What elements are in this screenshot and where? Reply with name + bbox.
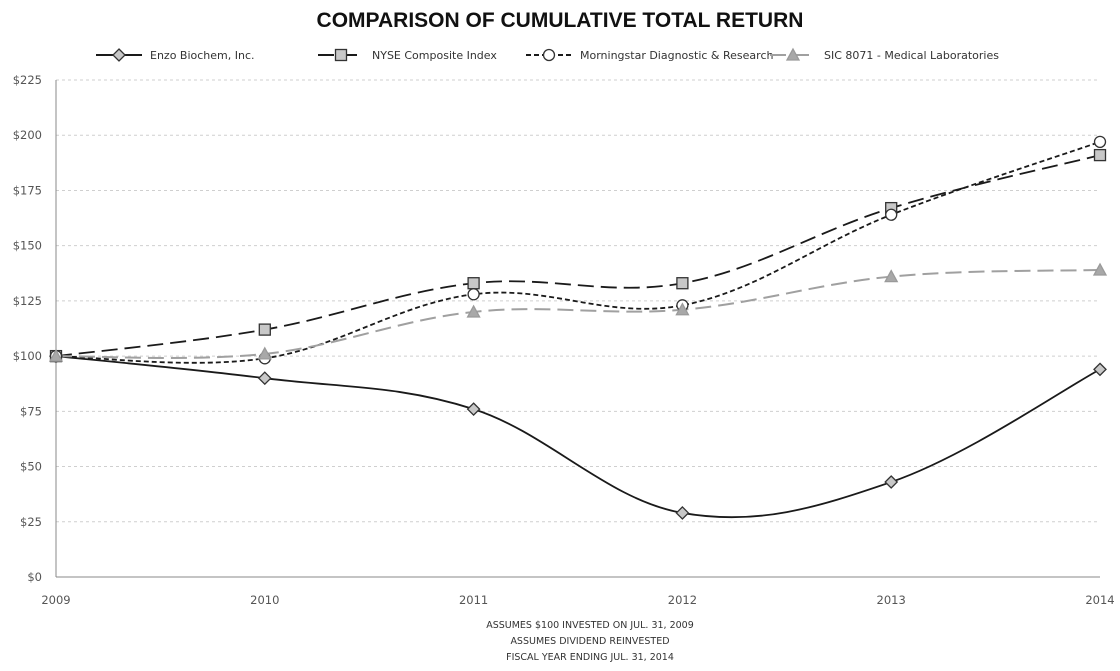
y-tick-label: $50 bbox=[20, 460, 42, 474]
data-point bbox=[675, 302, 690, 316]
x-tick-label: 2009 bbox=[41, 593, 70, 607]
footnote: ASSUMES $100 INVESTED ON JUL. 31, 2009 bbox=[486, 620, 694, 631]
data-point bbox=[257, 371, 272, 386]
data-point bbox=[467, 288, 480, 301]
data-point bbox=[258, 323, 271, 336]
data-point bbox=[675, 506, 690, 520]
y-tick-label: $100 bbox=[13, 349, 42, 363]
x-tick-label: 2010 bbox=[250, 593, 279, 607]
gridlines bbox=[56, 79, 1100, 523]
series-line bbox=[55, 355, 1101, 519]
chart-title: COMPARISON OF CUMULATIVE TOTAL RETURN bbox=[317, 9, 804, 32]
legend-marker bbox=[785, 47, 801, 61]
data-point bbox=[467, 277, 480, 290]
y-tick-label: $200 bbox=[13, 128, 42, 142]
footnotes: ASSUMES $100 INVESTED ON JUL. 31, 2009 AS… bbox=[486, 620, 694, 663]
legend-marker bbox=[112, 48, 126, 62]
y-tick-label: $25 bbox=[20, 515, 42, 529]
data-point bbox=[885, 208, 898, 221]
data-point bbox=[1093, 362, 1107, 377]
y-tick-label: $0 bbox=[27, 570, 42, 584]
legend-label: Enzo Biochem, Inc. bbox=[150, 49, 255, 62]
x-tick-label: 2014 bbox=[1085, 593, 1114, 607]
data-point bbox=[1093, 148, 1107, 162]
data-point bbox=[884, 269, 899, 283]
legend-label: NYSE Composite Index bbox=[372, 49, 497, 62]
x-axis-tick-labels: 2009 2010 2011 2012 2013 2014 bbox=[41, 593, 1114, 607]
legend-marker bbox=[334, 48, 348, 62]
series-lines bbox=[55, 140, 1101, 519]
data-point bbox=[257, 346, 272, 360]
series-line bbox=[55, 140, 1101, 364]
x-tick-label: 2011 bbox=[459, 593, 488, 607]
series-markers bbox=[48, 135, 1108, 520]
footnote: FISCAL YEAR ENDING JUL. 31, 2014 bbox=[506, 652, 674, 663]
legend-label: Morningstar Diagnostic & Research bbox=[580, 49, 773, 62]
data-point bbox=[1092, 262, 1108, 276]
legend-marker bbox=[542, 48, 556, 62]
y-tick-label: $225 bbox=[13, 73, 42, 87]
series-line bbox=[55, 268, 1101, 360]
data-point bbox=[884, 475, 899, 489]
data-point bbox=[1093, 135, 1107, 148]
x-tick-label: 2013 bbox=[877, 593, 906, 607]
footnote: ASSUMES DIVIDEND REINVESTED bbox=[510, 636, 669, 647]
data-point bbox=[466, 402, 481, 417]
series-line bbox=[55, 154, 1101, 358]
y-tick-label: $150 bbox=[13, 239, 42, 253]
data-point bbox=[48, 348, 64, 362]
y-tick-label: $125 bbox=[13, 294, 42, 308]
legend: Enzo Biochem, Inc. NYSE Composite Index Mo… bbox=[96, 47, 999, 62]
y-axis-tick-labels: $0 $25 $50 $75 $100 $125 $150 $175 $200 $225 bbox=[13, 73, 42, 584]
x-tick-label: 2012 bbox=[668, 593, 697, 607]
data-point bbox=[676, 277, 689, 290]
y-tick-label: $75 bbox=[20, 404, 42, 418]
y-tick-label: $175 bbox=[13, 183, 42, 197]
data-point bbox=[466, 304, 481, 318]
legend-label: SIC 8071 - Medical Laboratories bbox=[824, 49, 999, 62]
axes bbox=[55, 80, 1100, 578]
